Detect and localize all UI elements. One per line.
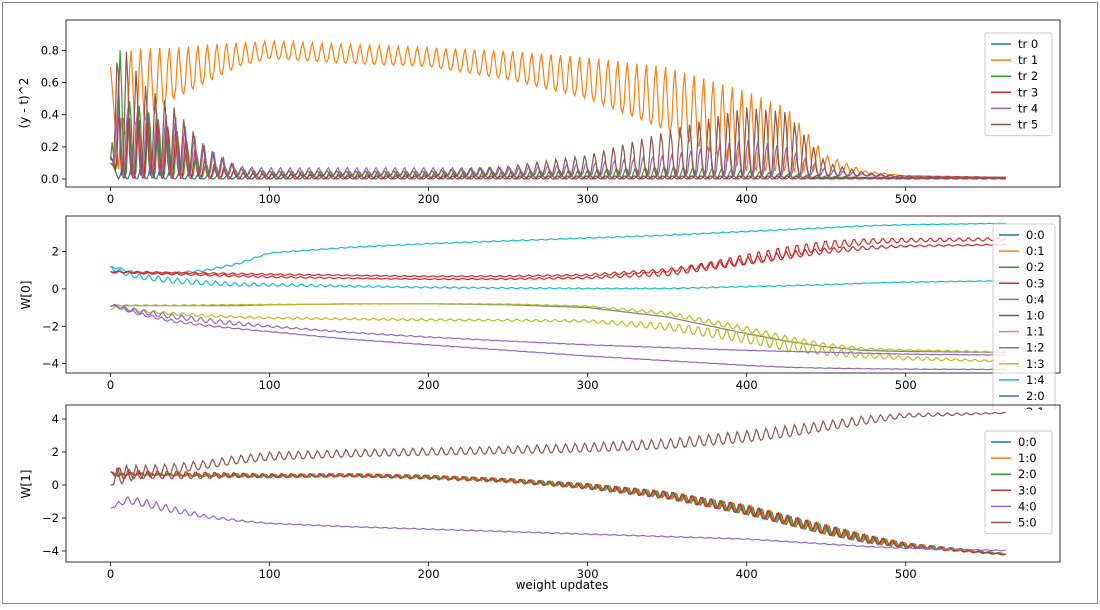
legend-label: 3:0 xyxy=(1018,483,1037,497)
x-tick-label: 100 xyxy=(259,378,281,392)
y-tick-label: 0 xyxy=(52,478,59,492)
series-line-4-0 xyxy=(110,495,1006,552)
axes-frame xyxy=(65,404,1061,563)
series-line-tr-5 xyxy=(109,51,1006,179)
legend: tr 0 tr 1 tr 2 tr 3 tr 4 tr 5 xyxy=(984,32,1053,137)
x-tick-label: 100 xyxy=(259,567,281,581)
x-tick-label: 0 xyxy=(107,567,114,581)
series-line-5-0 xyxy=(110,411,1006,486)
legend-label: 2:0 xyxy=(1026,389,1045,403)
legend-label: tr 1 xyxy=(1018,53,1038,67)
x-tick-label: 400 xyxy=(736,192,758,206)
legend: 0:0 1:0 2:0 3:0 4:0 5:0 xyxy=(984,430,1053,535)
legend-label: 1:0 xyxy=(1018,451,1037,465)
series-line-tr-3 xyxy=(110,117,1007,180)
y-tick-label: 2 xyxy=(52,445,59,459)
subplot-2: 0 100 200 300 400 500 −4 −2 0 2 4 0:0 1:0 2:0 3:0 4:0 5:… xyxy=(42,404,1061,581)
y-tick-label: −2 xyxy=(42,319,59,333)
legend-label: 0:0 xyxy=(1026,228,1045,242)
legend-label: 1:2 xyxy=(1026,341,1045,355)
legend-label: 0:4 xyxy=(1026,292,1045,306)
x-axis-label: weight updates xyxy=(516,578,609,592)
y-tick-label: −4 xyxy=(42,357,59,371)
legend-label: 0:1 xyxy=(1026,244,1045,258)
axes-frame xyxy=(65,19,1061,188)
legend-label: 0:2 xyxy=(1026,260,1045,274)
y-tick-label: −4 xyxy=(42,544,59,558)
x-tick-label: 0 xyxy=(107,192,114,206)
legend-box xyxy=(992,223,1056,410)
x-tick-label: 500 xyxy=(895,192,917,206)
series-line-0-4 xyxy=(110,304,1006,371)
legend-label: 2:1 xyxy=(1026,405,1045,419)
series-line-tr-1 xyxy=(109,38,1006,178)
x-tick-label: 200 xyxy=(418,567,440,581)
y-tick-label: 0.0 xyxy=(41,172,59,186)
y-tick-label: 0 xyxy=(52,282,59,296)
plot-area xyxy=(110,411,1007,556)
series-line-1-4 xyxy=(110,222,1006,275)
axes-frame xyxy=(65,215,1061,374)
x-tick-label: 400 xyxy=(736,567,758,581)
plot-area xyxy=(110,222,1007,371)
series-line-1-4 xyxy=(110,266,1007,290)
subplot-1: 0 100 200 300 400 500 −4 −2 0 2 0:0 0:1 0:2 0:3 0:4 1:0… xyxy=(42,215,1061,419)
series-line-1-3 xyxy=(110,302,1006,353)
legend-label: 0:3 xyxy=(1026,276,1045,290)
series-line-1-3 xyxy=(110,305,1007,363)
series-line-0-3 xyxy=(110,237,1007,281)
legend-label: tr 2 xyxy=(1018,69,1038,83)
legend-label: 2:0 xyxy=(1018,467,1037,481)
y-axis-label-0: (y - t)^2 xyxy=(17,78,31,129)
legend-label: 0:0 xyxy=(1018,435,1037,449)
x-tick-label: 100 xyxy=(259,192,281,206)
y-tick-label: 0.2 xyxy=(41,140,59,154)
y-tick-label: 4 xyxy=(52,412,59,426)
x-tick-label: 300 xyxy=(577,378,599,392)
legend-label: tr 4 xyxy=(1018,101,1038,115)
y-axis-label-2: W[1] xyxy=(19,470,33,499)
series-line-1-2 xyxy=(110,303,1006,353)
y-tick-label: −2 xyxy=(42,511,59,525)
legend-label: 1:4 xyxy=(1026,373,1045,387)
x-tick-label: 300 xyxy=(577,567,599,581)
y-tick-label: 2 xyxy=(52,245,59,259)
series-line-3-0 xyxy=(110,467,1007,556)
legend-label: 1:1 xyxy=(1026,325,1045,339)
legend-label: 5:0 xyxy=(1018,516,1037,530)
legend: 0:0 0:1 0:2 0:3 0:4 1:0 1:1 1:2 1:3 1:4 2:0 2:1 xyxy=(992,223,1056,419)
legend-label: tr 3 xyxy=(1018,85,1038,99)
legend-box xyxy=(984,430,1053,535)
y-tick-label: 0.6 xyxy=(41,76,59,90)
legend-label: 1:0 xyxy=(1026,309,1045,323)
legend-box xyxy=(984,32,1053,137)
y-axis-label-1: W[0] xyxy=(19,281,33,310)
x-tick-label: 200 xyxy=(418,378,440,392)
series-line-0-4 xyxy=(110,303,1006,356)
x-tick-label: 300 xyxy=(577,192,599,206)
legend-label: 4:0 xyxy=(1018,499,1037,513)
y-tick-label: 0.4 xyxy=(41,108,59,122)
plot-area xyxy=(109,38,1007,181)
legend-label: 1:3 xyxy=(1026,357,1045,371)
x-tick-label: 500 xyxy=(895,378,917,392)
x-tick-label: 0 xyxy=(107,378,114,392)
series-line-0-3 xyxy=(110,243,1007,278)
x-tick-label: 400 xyxy=(736,378,758,392)
legend-label: tr 5 xyxy=(1018,118,1038,132)
y-tick-label: 0.8 xyxy=(41,44,59,58)
x-tick-label: 500 xyxy=(895,567,917,581)
x-tick-label: 200 xyxy=(418,192,440,206)
legend-label: tr 0 xyxy=(1018,37,1038,51)
